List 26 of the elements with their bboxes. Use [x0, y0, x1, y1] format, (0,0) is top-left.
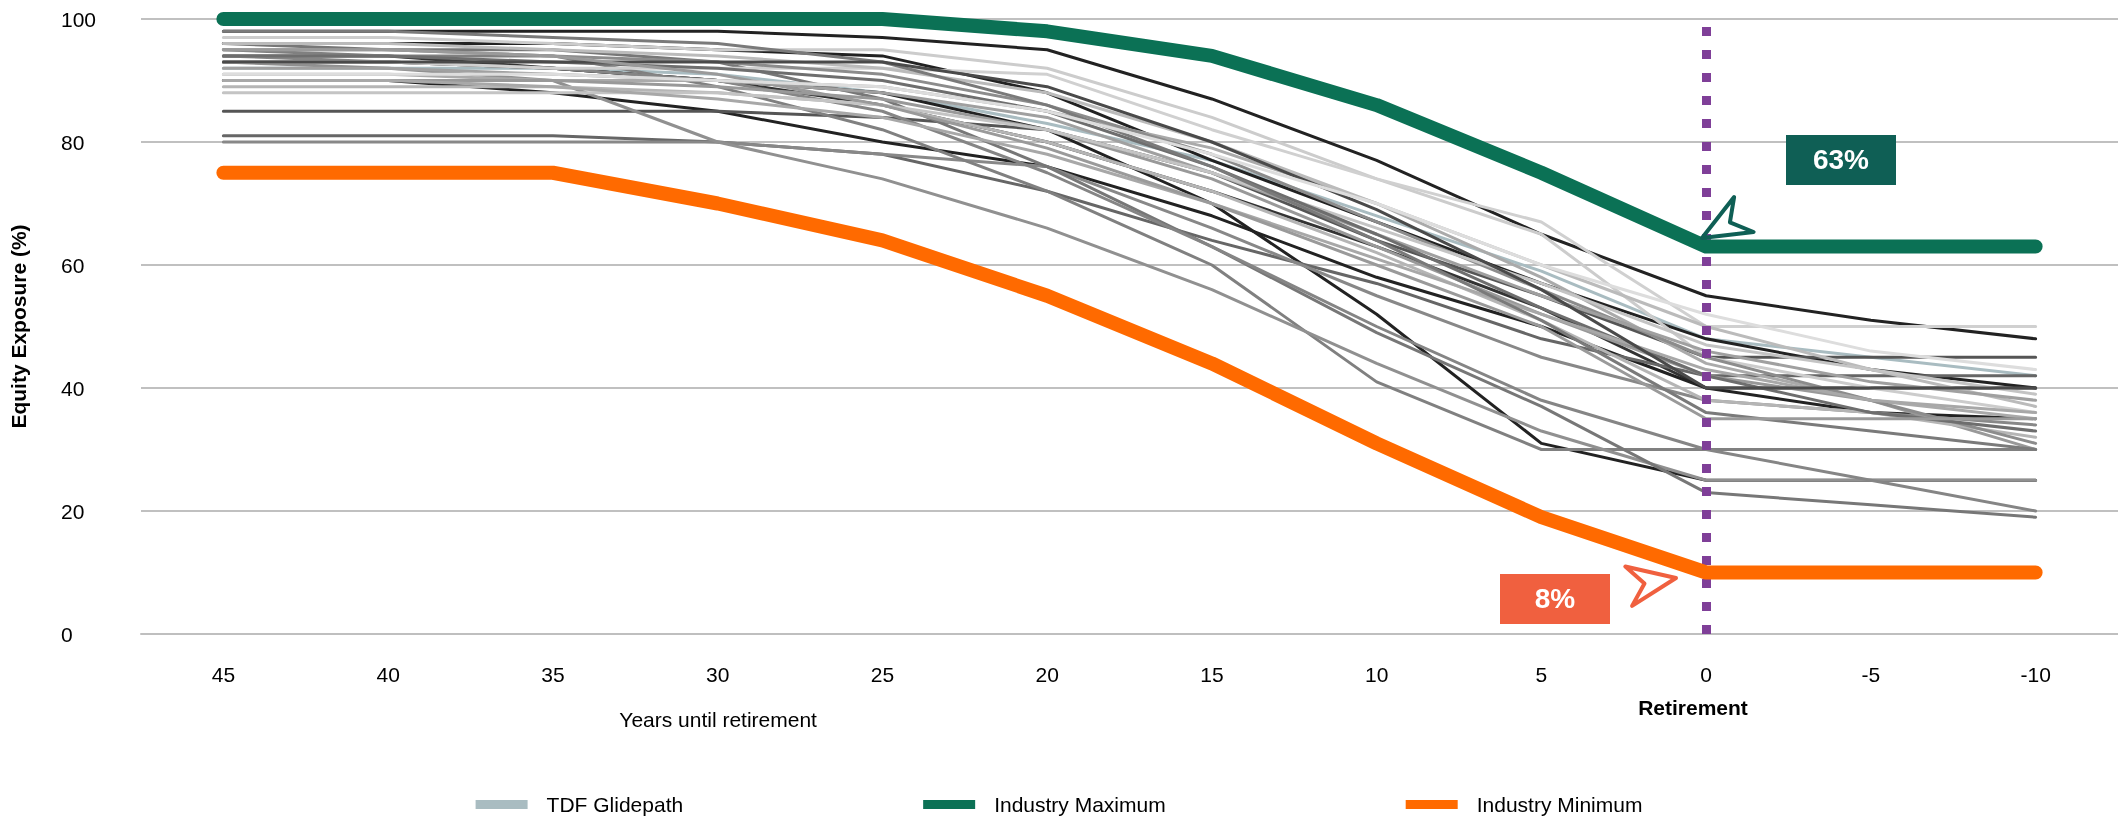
y-tick-label: 60	[61, 253, 85, 277]
x-tick-label: -10	[2020, 663, 2051, 686]
x-tick-label: 10	[1364, 663, 1389, 686]
x-tick-label: 40	[376, 663, 400, 686]
x-tick-label: 5	[1535, 663, 1548, 686]
x-tick-label: 30	[705, 663, 730, 686]
y-tick-label: 100	[61, 7, 97, 31]
y-tick-label: 0	[61, 622, 73, 646]
annotation: 63%	[1786, 135, 1896, 185]
y-tick-label: 40	[61, 376, 85, 400]
x-axis-title: Years until retirement	[619, 708, 818, 731]
y-axis-title: Equity Exposure (%)	[7, 224, 30, 429]
x-tick-label: -5	[1861, 663, 1881, 686]
y-tick-label: 80	[61, 130, 85, 154]
x-tick-label: 15	[1200, 663, 1224, 686]
x-tick-label: 35	[541, 663, 565, 686]
legend-label: Industry Maximum	[994, 793, 1166, 816]
x-tick-label: 0	[1700, 663, 1712, 686]
legend-label: TDF Glidepath	[546, 793, 684, 816]
x-tick-label: 25	[870, 663, 895, 686]
y-tick-label: 20	[61, 499, 85, 523]
legend-label: Industry Minimum	[1476, 793, 1643, 816]
annotation: 8%	[1500, 574, 1610, 624]
text: Retirement	[1637, 696, 1749, 720]
x-tick-label: 20	[1035, 663, 1059, 686]
x-tick-label: 45	[211, 663, 236, 686]
